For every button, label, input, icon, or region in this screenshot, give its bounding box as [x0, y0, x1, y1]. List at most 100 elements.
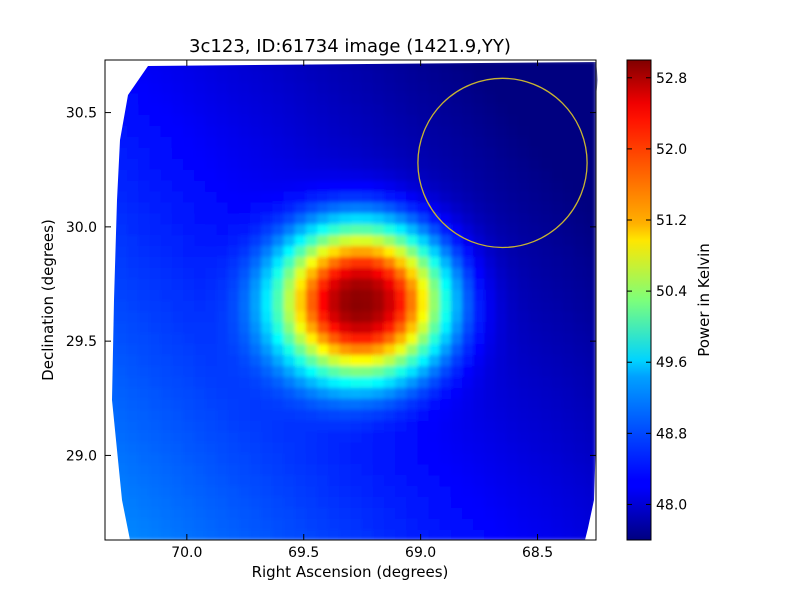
heatmap-cell	[216, 180, 229, 192]
heatmap-cell	[506, 430, 519, 443]
heatmap-cell	[551, 267, 564, 279]
heatmap-cell	[238, 463, 251, 476]
heatmap-cell	[261, 256, 273, 268]
heatmap-cell	[160, 223, 173, 236]
heatmap-cell	[339, 70, 352, 83]
heatmap-cell	[317, 212, 329, 225]
heatmap-cell	[194, 496, 207, 508]
heatmap-cell	[484, 452, 497, 465]
heatmap-cell	[529, 496, 541, 508]
heatmap-cell	[216, 70, 229, 83]
heatmap-cell	[406, 496, 419, 508]
heatmap-cell	[484, 81, 497, 94]
heatmap-cell	[149, 70, 162, 83]
heatmap-cell	[138, 452, 151, 465]
heatmap-cell	[383, 289, 396, 301]
heatmap-cell	[194, 245, 207, 257]
x-tick-label: 70.0	[171, 545, 202, 561]
heatmap-cell	[406, 321, 419, 334]
heatmap-cell	[317, 114, 329, 127]
heatmap-cell	[160, 300, 173, 312]
heatmap-cell	[216, 321, 229, 334]
heatmap-cell	[238, 289, 251, 301]
heatmap	[112, 62, 597, 540]
heatmap-cell	[383, 114, 396, 127]
heatmap-cell	[149, 310, 162, 323]
heatmap-cell	[339, 245, 352, 257]
heatmap-cell	[417, 256, 430, 268]
heatmap-cell	[406, 310, 419, 323]
heatmap-cell	[261, 114, 273, 127]
heatmap-cell	[149, 62, 162, 72]
heatmap-cell	[361, 103, 374, 116]
heatmap-cell	[562, 201, 575, 214]
heatmap-cell	[540, 452, 552, 465]
heatmap-cell	[183, 169, 195, 181]
heatmap-cell	[149, 529, 162, 540]
heatmap-cell	[171, 529, 184, 540]
heatmap-cell	[250, 169, 262, 181]
heatmap-cell	[506, 420, 519, 432]
heatmap-cell	[383, 158, 396, 170]
heatmap-cell	[439, 256, 452, 268]
heatmap-cell	[372, 103, 385, 116]
heatmap-cell	[238, 452, 251, 465]
heatmap-cell	[250, 518, 262, 530]
heatmap-cell	[562, 529, 575, 540]
heatmap-cell	[350, 245, 363, 257]
heatmap-cell	[127, 92, 140, 105]
heatmap-cell	[261, 518, 273, 530]
heatmap-cell	[584, 409, 597, 421]
heatmap-cell	[160, 518, 173, 530]
heatmap-cell	[383, 125, 396, 137]
heatmap-cell	[250, 256, 262, 268]
heatmap-cell	[529, 201, 541, 214]
heatmap-cell	[439, 180, 452, 192]
heatmap-cell	[305, 507, 318, 519]
heatmap-cell	[395, 343, 407, 356]
heatmap-cell	[116, 289, 128, 301]
heatmap-cell	[473, 92, 486, 105]
heatmap-cell	[317, 81, 329, 94]
heatmap-cell	[205, 267, 218, 279]
heatmap-cell	[495, 518, 508, 530]
heatmap-cell	[261, 441, 273, 454]
heatmap-cell	[540, 343, 552, 356]
heatmap-cell	[138, 147, 151, 159]
heatmap-cell	[227, 81, 240, 94]
heatmap-cell	[328, 420, 340, 432]
heatmap-cell	[171, 81, 184, 94]
heatmap-cell	[328, 114, 340, 127]
heatmap-cell	[194, 354, 207, 367]
heatmap-cell	[205, 463, 218, 476]
heatmap-cell	[383, 147, 396, 159]
heatmap-cell	[194, 529, 207, 540]
heatmap-cell	[529, 234, 541, 247]
heatmap-cell	[138, 474, 151, 487]
heatmap-cell	[238, 387, 251, 399]
heatmap-cell	[194, 474, 207, 487]
heatmap-cell	[484, 256, 497, 268]
heatmap-cell	[294, 430, 307, 443]
heatmap-cell	[283, 70, 296, 83]
heatmap-cell	[551, 289, 564, 301]
heatmap-cell	[506, 201, 519, 214]
heatmap-cell	[205, 376, 218, 388]
heatmap-cell	[428, 62, 441, 72]
heatmap-cell	[138, 256, 151, 268]
heatmap-cell	[551, 474, 564, 487]
heatmap-cell	[305, 158, 318, 170]
heatmap-cell	[116, 147, 128, 159]
heatmap-cell	[160, 452, 173, 465]
heatmap-cell	[272, 430, 285, 443]
heatmap-cell	[361, 409, 374, 421]
heatmap-cell	[406, 267, 419, 279]
heatmap-cell	[473, 70, 486, 83]
heatmap-cell	[462, 212, 474, 225]
heatmap-cell	[361, 92, 374, 105]
heatmap-cell	[495, 201, 508, 214]
heatmap-cell	[339, 420, 352, 432]
heatmap-cell	[406, 387, 419, 399]
heatmap-cell	[562, 81, 575, 94]
heatmap-cell	[238, 529, 251, 540]
